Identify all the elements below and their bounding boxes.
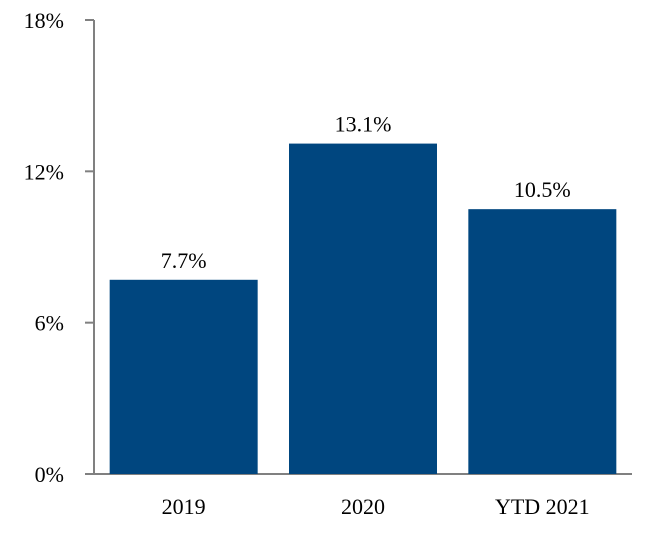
- x-category-label: 2019: [162, 494, 206, 519]
- bar-2020: [289, 143, 437, 475]
- x-category-label: YTD 2021: [495, 494, 590, 519]
- y-tick-label: 12%: [24, 159, 64, 184]
- y-tick-label: 0%: [35, 462, 64, 487]
- x-axis: 2019 2020 YTD 2021: [94, 473, 632, 519]
- data-label: 7.7%: [161, 248, 207, 273]
- bar-ytd-2021: [468, 209, 617, 474]
- bar-2019: [109, 279, 258, 474]
- y-tick-label: 18%: [24, 8, 64, 33]
- y-axis: 0% 6% 12% 18%: [24, 8, 95, 487]
- data-label: 13.1%: [335, 112, 392, 137]
- y-tick-label: 6%: [35, 311, 64, 336]
- bars: [109, 143, 617, 475]
- x-category-label: 2020: [341, 494, 385, 519]
- data-labels: 7.7% 13.1% 10.5%: [161, 112, 571, 273]
- data-label: 10.5%: [514, 177, 571, 202]
